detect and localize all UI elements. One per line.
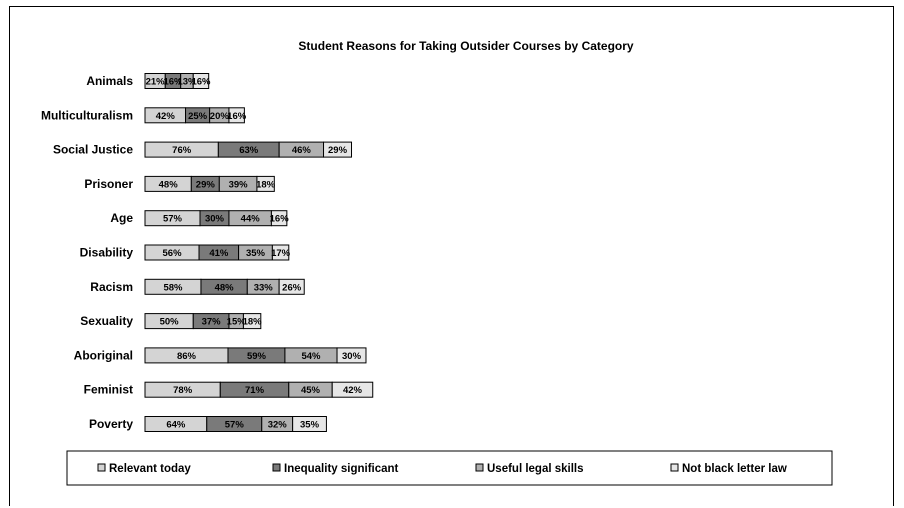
category-label-age: Age	[110, 211, 133, 225]
data-label-social-justice-not-black-letter-law: 29%	[328, 145, 348, 156]
data-label-animals-useful-legal-skills: 13%	[177, 77, 197, 88]
legend-label-relevant-today: Relevant today	[109, 463, 191, 475]
legend-label-not-black-letter-law: Not black letter law	[682, 463, 787, 475]
legend-swatch-inequality-significant	[272, 463, 281, 472]
data-label-racism-useful-legal-skills: 33%	[254, 282, 274, 293]
data-label-sexuality-not-black-letter-law: 18%	[243, 317, 263, 328]
data-label-aboriginal-useful-legal-skills: 54%	[301, 351, 321, 362]
legend-box	[66, 450, 833, 486]
category-label-feminist: Feminist	[84, 383, 133, 397]
chart-area: Student Reasons for Taking Outsider Cour…	[41, 39, 833, 486]
legend-swatch-relevant-today	[97, 463, 106, 472]
category-label-poverty: Poverty	[89, 417, 133, 431]
data-label-poverty-useful-legal-skills: 32%	[268, 420, 288, 431]
data-label-poverty-not-black-letter-law: 35%	[300, 420, 320, 431]
category-label-prisoner: Prisoner	[84, 177, 133, 191]
category-label-animals: Animals	[86, 74, 133, 88]
legend: Relevant today Inequality significant Usef…	[66, 450, 833, 486]
data-label-animals-inequality-significant: 16%	[163, 77, 183, 88]
category-label-racism: Racism	[90, 280, 133, 294]
bar-aboriginal-not-black-letter-law	[336, 347, 367, 364]
data-label-age-useful-legal-skills: 44%	[241, 214, 261, 225]
data-label-prisoner-inequality-significant: 29%	[196, 179, 216, 190]
data-label-disability-relevant-today: 56%	[163, 248, 183, 259]
bar-poverty-not-black-letter-law	[292, 416, 327, 432]
data-label-multiculturalism-not-black-letter-law: 16%	[227, 111, 247, 122]
data-label-disability-inequality-significant: 41%	[209, 248, 229, 259]
data-label-aboriginal-not-black-letter-law: 30%	[342, 351, 362, 362]
bar-disability-not-black-letter-law	[271, 244, 290, 261]
category-label-sexuality: Sexuality	[80, 314, 133, 328]
bar-feminist-not-black-letter-law	[331, 381, 374, 398]
chart-title: Student Reasons for Taking Outsider Cour…	[298, 39, 634, 53]
data-label-sexuality-inequality-significant: 37%	[202, 317, 222, 328]
legend-swatch-useful-legal-skills	[475, 463, 484, 472]
data-label-poverty-relevant-today: 64%	[166, 420, 186, 431]
data-label-animals-relevant-today: 21%	[146, 77, 166, 88]
legend-label-useful-legal-skills: Useful legal skills	[487, 463, 584, 475]
data-label-feminist-relevant-today: 78%	[173, 385, 193, 396]
legend-swatch-not-black-letter-law	[670, 463, 679, 472]
data-label-age-inequality-significant: 30%	[205, 214, 225, 225]
legend-label-inequality-significant: Inequality significant	[284, 463, 399, 475]
data-label-age-not-black-letter-law: 16%	[270, 214, 290, 225]
data-label-feminist-inequality-significant: 71%	[245, 385, 265, 396]
bar-animals-not-black-letter-law	[192, 73, 210, 89]
category-label-disability: Disability	[80, 246, 134, 260]
data-label-disability-not-black-letter-law: 17%	[271, 248, 291, 259]
bar-sexuality-not-black-letter-law	[242, 313, 262, 330]
data-label-disability-useful-legal-skills: 35%	[246, 248, 266, 259]
data-label-poverty-inequality-significant: 57%	[225, 420, 245, 431]
bar-racism-not-black-letter-law	[278, 278, 305, 295]
category-label-social-justice: Social Justice	[53, 143, 133, 157]
bar-prisoner-not-black-letter-law	[256, 175, 275, 192]
data-label-sexuality-useful-legal-skills: 15%	[227, 317, 247, 328]
bar-social-justice-not-black-letter-law	[323, 141, 353, 158]
data-label-feminist-useful-legal-skills: 45%	[301, 385, 321, 396]
data-label-prisoner-not-black-letter-law: 18%	[256, 179, 276, 190]
data-label-sexuality-relevant-today: 50%	[160, 317, 180, 328]
bars-layer: Animals 21%16%13%16%Multiculturalism 42% 25…	[41, 73, 374, 432]
bar-multiculturalism-not-black-letter-law	[228, 107, 245, 124]
data-label-animals-not-black-letter-law: 16%	[191, 77, 211, 88]
data-label-feminist-not-black-letter-law: 42%	[343, 385, 363, 396]
bar-age-not-black-letter-law	[270, 210, 288, 227]
chart-frame: Student Reasons for Taking Outsider Cour…	[9, 6, 894, 506]
data-label-age-relevant-today: 57%	[163, 214, 183, 225]
data-label-multiculturalism-relevant-today: 42%	[156, 111, 176, 122]
data-label-multiculturalism-useful-legal-skills: 20%	[210, 111, 230, 122]
data-label-social-justice-relevant-today: 76%	[172, 145, 192, 156]
data-label-prisoner-relevant-today: 48%	[159, 179, 179, 190]
data-label-multiculturalism-inequality-significant: 25%	[188, 111, 208, 122]
category-label-multiculturalism: Multiculturalism	[41, 108, 133, 122]
data-label-racism-relevant-today: 58%	[163, 282, 183, 293]
data-label-racism-inequality-significant: 48%	[215, 282, 235, 293]
data-label-racism-not-black-letter-law: 26%	[282, 282, 302, 293]
data-label-aboriginal-inequality-significant: 59%	[247, 351, 267, 362]
data-label-social-justice-inequality-significant: 63%	[239, 145, 259, 156]
data-label-social-justice-useful-legal-skills: 46%	[292, 145, 312, 156]
category-label-aboriginal: Aboriginal	[74, 348, 133, 362]
data-label-prisoner-useful-legal-skills: 39%	[229, 179, 249, 190]
data-label-aboriginal-relevant-today: 86%	[177, 351, 197, 362]
